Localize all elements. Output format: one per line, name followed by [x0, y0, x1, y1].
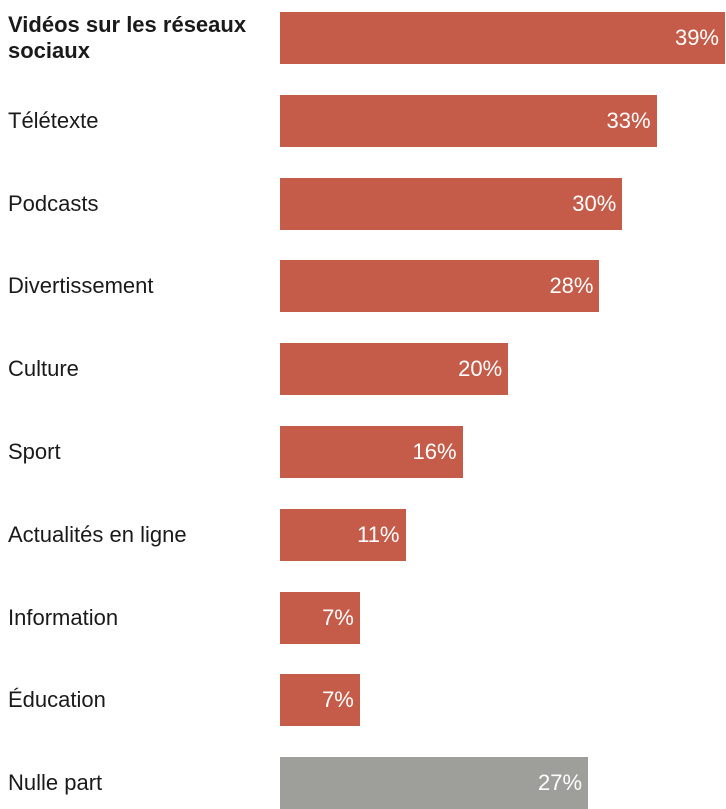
value-label: 20% — [458, 356, 503, 382]
value-label: 7% — [322, 687, 354, 713]
value-label: 7% — [322, 604, 354, 630]
bar: 16% — [280, 426, 463, 478]
chart-row: Divertissement 28% — [0, 260, 726, 313]
chart-row: Actualités en ligne 11% — [0, 508, 726, 561]
value-label: 11% — [357, 521, 400, 547]
value-label: 30% — [572, 190, 617, 216]
category-label: Vidéos sur les réseaux sociaux — [8, 12, 247, 63]
value-label: 28% — [549, 273, 594, 299]
bar: 20% — [280, 343, 509, 396]
category-label: Podcasts — [8, 190, 99, 216]
bar: 27% — [280, 757, 589, 809]
bar: 28% — [280, 260, 600, 313]
chart-row: Information 7% — [0, 591, 726, 644]
category-label: Nulle part — [8, 770, 103, 796]
category-label: Divertissement — [8, 273, 154, 299]
value-label: 39% — [674, 25, 719, 50]
bar: 39% — [280, 12, 725, 64]
category-label: Éducation — [8, 687, 106, 713]
chart-row: Culture 20% — [0, 343, 726, 396]
bar: 30% — [280, 177, 623, 230]
chart-row: Vidéos sur les réseaux sociaux 39% — [0, 12, 726, 64]
chart-row: Podcasts 30% — [0, 177, 726, 230]
bar: 33% — [280, 94, 657, 147]
chart-row: Télétexte 33% — [0, 94, 726, 147]
chart-row: Sport 16% — [0, 426, 726, 478]
chart-row: Nulle part 27% — [0, 757, 726, 809]
chart-row: Éducation 7% — [0, 674, 726, 727]
value-label: 27% — [538, 770, 583, 796]
bar: 11% — [280, 508, 406, 561]
category-label: Actualités en ligne — [8, 521, 187, 547]
category-label: Information — [8, 604, 119, 630]
bar: 7% — [280, 591, 360, 644]
category-label: Culture — [8, 356, 79, 382]
value-label: 33% — [606, 107, 651, 133]
bar: 7% — [280, 674, 360, 727]
value-label: 16% — [412, 439, 457, 464]
category-label: Sport — [8, 439, 61, 464]
category-label: Télétexte — [8, 107, 99, 133]
